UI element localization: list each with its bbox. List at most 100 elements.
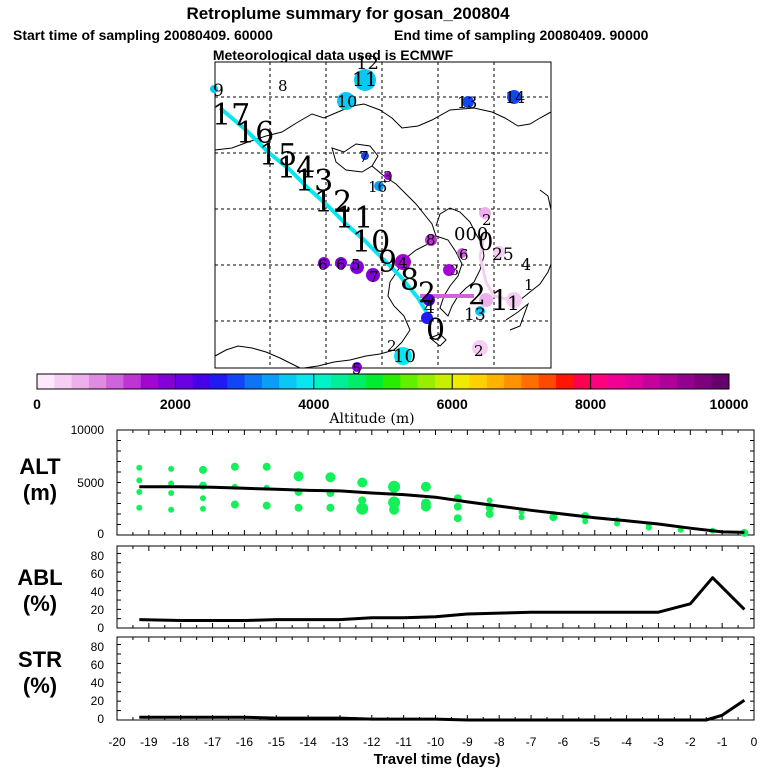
str-y-tick-labels: 80 60 40 20 0 bbox=[91, 640, 105, 726]
colorbar-tick-label: 6000 bbox=[437, 396, 468, 412]
colorbar-swatch bbox=[469, 374, 488, 389]
altitude-scatter-point bbox=[199, 495, 206, 502]
map-label: 6 bbox=[318, 256, 328, 274]
map-label: 2 bbox=[482, 211, 492, 229]
map-label: 0 bbox=[478, 228, 493, 256]
alt-y-tick-label: 5000 bbox=[77, 476, 104, 490]
alt-y-tick-labels: 10000 5000 0 bbox=[71, 423, 105, 541]
map-label: 4 bbox=[521, 255, 531, 274]
altitude-scatter-point bbox=[389, 504, 400, 515]
altitude-colorbar bbox=[36, 373, 730, 390]
colorbar-title: Altitude (m) bbox=[328, 411, 414, 427]
map-label: 9 bbox=[378, 245, 397, 280]
point-marker bbox=[443, 264, 455, 276]
map-label: 1 bbox=[524, 276, 534, 294]
x-tick-label: -17 bbox=[204, 735, 222, 749]
colorbar-swatch bbox=[486, 374, 505, 389]
colorbar-swatch bbox=[590, 374, 609, 389]
russia-coast bbox=[539, 189, 552, 211]
altitude-scatter-point bbox=[168, 490, 175, 496]
str-y-tick-label: 20 bbox=[91, 694, 105, 708]
korean-peninsula bbox=[435, 207, 485, 317]
altitude-scatter-point bbox=[485, 510, 494, 518]
x-tick-labels: -20 -19 -18 -17 -16 -15 -14 -13 -12 -11 -10 -9 -8 -7-… bbox=[108, 735, 757, 749]
x-tick-label: -12 bbox=[363, 735, 381, 749]
map-label: 4 bbox=[424, 298, 435, 318]
altitude-scatter-point bbox=[582, 518, 589, 525]
point-marker bbox=[472, 340, 488, 356]
japan-honshu bbox=[519, 263, 552, 301]
x-tick-label: -9 bbox=[462, 735, 473, 749]
point-marker bbox=[425, 234, 437, 246]
x-tick-label: -15 bbox=[268, 735, 286, 749]
map-label: 17 bbox=[212, 98, 250, 133]
map-label: 6 bbox=[459, 246, 469, 264]
bohai-coast bbox=[331, 143, 379, 173]
southern-coast bbox=[214, 345, 301, 369]
abl-y-tick-label: 60 bbox=[91, 567, 105, 581]
colorbar-swatch bbox=[711, 374, 730, 389]
colorbar-swatch bbox=[261, 374, 280, 389]
coastlines bbox=[214, 103, 552, 369]
map-label: 12 bbox=[356, 53, 379, 74]
colorbar-swatch bbox=[106, 374, 124, 389]
altitude-scatter-point bbox=[136, 488, 143, 495]
altitude-scatter-point bbox=[358, 496, 367, 505]
trajectory-points bbox=[210, 69, 522, 372]
map-label: 3 bbox=[450, 263, 459, 279]
altitude-scatter-point bbox=[357, 477, 368, 488]
altitude-scatter-point bbox=[168, 506, 175, 513]
altitude-scatter-point bbox=[168, 465, 175, 472]
abl-panel-label: ABL bbox=[17, 565, 62, 590]
point-marker bbox=[493, 246, 505, 258]
colorbar-swatch bbox=[123, 374, 142, 389]
colorbar-tick-label: 0 bbox=[33, 396, 41, 412]
x-tick-label: -16 bbox=[236, 735, 254, 749]
colorbar-swatch bbox=[54, 374, 73, 389]
map-label: 2 bbox=[387, 337, 397, 355]
abl-panel-unit: (%) bbox=[23, 591, 57, 616]
sampling-end-time: End time of sampling 20080409. 90000 bbox=[394, 27, 649, 43]
colorbar-swatch bbox=[400, 374, 419, 389]
map-label: 16 bbox=[236, 116, 274, 151]
meteorological-data-label: Meteorological data used is ECMWF bbox=[213, 47, 454, 63]
abl-series-line bbox=[139, 576, 746, 622]
point-marker bbox=[475, 306, 485, 316]
point-marker bbox=[337, 92, 355, 110]
altitude-scatter-point bbox=[420, 501, 431, 512]
point-marker bbox=[366, 268, 380, 282]
map-label: 3 bbox=[383, 168, 393, 186]
altitude-scatter-point bbox=[262, 501, 271, 510]
colorbar-swatch bbox=[88, 374, 107, 389]
alt-y-tick-label: 0 bbox=[97, 527, 104, 541]
abl-y-tick-label: 0 bbox=[97, 621, 104, 635]
x-tick-label: -19 bbox=[140, 735, 158, 749]
colorbar-swatch bbox=[521, 374, 540, 389]
map-label: 7 bbox=[359, 148, 369, 166]
altitude-scatter-point bbox=[388, 480, 401, 493]
trajectory-line-northeast bbox=[478, 229, 511, 302]
colorbar-swatch bbox=[71, 374, 90, 389]
altitude-scatter-point bbox=[518, 514, 525, 521]
panel-frame bbox=[116, 636, 755, 721]
x-axis-title: Travel time (days) bbox=[374, 751, 501, 768]
point-marker bbox=[457, 248, 467, 258]
altitude-scatter-point bbox=[230, 500, 239, 509]
colorbar-swatch bbox=[659, 374, 678, 389]
x-tick-label: -1 bbox=[717, 735, 728, 749]
point-marker bbox=[462, 96, 474, 108]
map-label: 11 bbox=[352, 67, 377, 91]
str-y-tick-label: 0 bbox=[97, 712, 104, 726]
sampling-start-time: Start time of sampling 20080409. 60000 bbox=[13, 27, 273, 43]
map-label: 6 bbox=[336, 256, 346, 274]
figure-title: Retroplume summary for gosan_200804 bbox=[186, 4, 510, 23]
colorbar-swatch bbox=[452, 374, 470, 389]
x-tick-label: 0 bbox=[751, 735, 758, 749]
colorbar-swatch bbox=[296, 374, 315, 389]
map-label: 10 bbox=[393, 346, 416, 367]
str-panel-unit: (%) bbox=[23, 673, 57, 698]
map-label: 2 bbox=[468, 278, 486, 311]
colorbar-swatch bbox=[607, 374, 626, 389]
colorbar-swatch bbox=[37, 374, 55, 389]
